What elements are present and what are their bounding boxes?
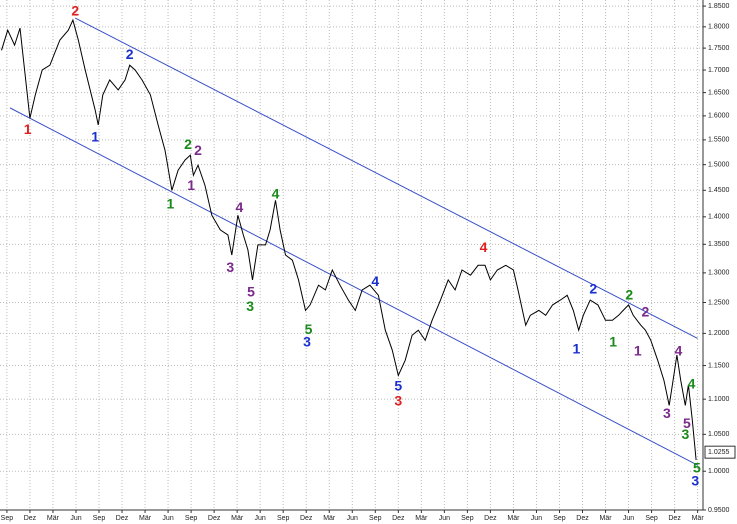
wave-label: 2 — [194, 142, 202, 158]
y-tick-label: 1.4000 — [708, 214, 730, 221]
y-tick-label: 1.5500 — [708, 137, 730, 144]
y-tick-label: 1.7000 — [708, 67, 730, 74]
wave-label: 3 — [246, 298, 254, 314]
wave-label: 4 — [272, 186, 280, 202]
x-tick-label: Dez — [668, 515, 681, 522]
y-tick-label: 1.2000 — [708, 330, 730, 337]
x-tick-label: Jun — [623, 515, 634, 522]
x-tick-label: Dez — [116, 515, 129, 522]
wave-label: 4 — [236, 199, 244, 215]
y-tick-label: 1.0500 — [708, 431, 730, 438]
x-tick-label: Mär — [692, 515, 705, 522]
price-line — [1, 18, 697, 461]
wave-label: 2 — [184, 136, 192, 152]
y-tick-label: 1.6000 — [708, 113, 730, 120]
wave-label: 3 — [681, 426, 689, 442]
wave-label: 1 — [91, 129, 99, 145]
wave-label: 5 — [693, 460, 701, 476]
x-tick-label: Jun — [255, 515, 266, 522]
x-tick-label: Sep — [645, 515, 658, 522]
x-tick-label: Mär — [507, 515, 520, 522]
x-tick-label: Dez — [208, 515, 221, 522]
x-tick-label: Sep — [185, 515, 198, 522]
wave-label: 5 — [683, 415, 691, 431]
last-price-box — [704, 445, 736, 459]
x-tick-label: Jun — [347, 515, 358, 522]
wave-label: 1 — [634, 343, 642, 359]
y-tick-label: 0.9500 — [708, 507, 730, 514]
y-tick-label: 1.7500 — [708, 45, 730, 52]
wave-label: 3 — [691, 473, 699, 489]
wave-label: 3 — [394, 393, 402, 409]
wave-label: 5 — [305, 321, 313, 337]
channel-line — [74, 17, 698, 339]
wave-label: 1 — [166, 196, 174, 212]
x-tick-label: Mär — [600, 515, 613, 522]
x-tick-label: Dez — [576, 515, 589, 522]
y-tick-label: 1.6500 — [708, 89, 730, 96]
x-tick-label: Sep — [369, 515, 382, 522]
wave-label: 3 — [303, 334, 311, 350]
x-tick-label: Sep — [277, 515, 290, 522]
wave-label: 1 — [609, 334, 617, 350]
wave-label: 2 — [71, 3, 79, 19]
x-tick-label: Mär — [231, 515, 244, 522]
x-tick-label: Mär — [47, 515, 60, 522]
x-tick-label: Jun — [70, 515, 81, 522]
y-tick-label: 1.5000 — [708, 162, 730, 169]
y-tick-label: 1.2500 — [708, 299, 730, 306]
wave-label: 1 — [572, 341, 580, 357]
wave-label: 2 — [642, 304, 650, 320]
y-tick-label: 1.1000 — [708, 396, 730, 403]
x-tick-label: Sep — [1, 515, 14, 522]
x-tick-label: Sep — [553, 515, 566, 522]
x-tick-label: Jun — [162, 515, 173, 522]
y-tick-label: 1.4500 — [708, 187, 730, 194]
x-tick-label: Mär — [139, 515, 152, 522]
wave-label: 2 — [589, 281, 597, 297]
x-tick-label: Jun — [439, 515, 450, 522]
y-tick-label: 1.8500 — [708, 3, 730, 10]
wave-label: 2 — [625, 287, 633, 303]
x-tick-label: Jun — [531, 515, 542, 522]
y-tick-label: 1.3000 — [708, 270, 730, 277]
x-tick-label: Dez — [300, 515, 313, 522]
y-tick-label: 1.1500 — [708, 362, 730, 369]
x-tick-label: Dez — [24, 515, 37, 522]
wave-label: 3 — [226, 259, 234, 275]
channel-line — [9, 107, 698, 466]
wave-label: 4 — [675, 343, 683, 359]
last-price-label: 1.0255 — [708, 449, 730, 456]
wave-label: 1 — [24, 121, 32, 137]
wave-label: 5 — [394, 378, 402, 394]
x-tick-label: Dez — [484, 515, 497, 522]
wave-label: 4 — [371, 273, 379, 289]
x-tick-label: Mär — [323, 515, 336, 522]
y-tick-label: 1.3500 — [708, 241, 730, 248]
y-tick-label: 1.8000 — [708, 24, 730, 31]
wave-label: 4 — [480, 239, 488, 255]
wave-label: 3 — [663, 405, 671, 421]
x-tick-label: Mär — [415, 515, 428, 522]
wave-label: 1 — [187, 177, 195, 193]
wave-label: 5 — [247, 284, 255, 300]
x-tick-label: Sep — [93, 515, 106, 522]
wave-label: 4 — [688, 376, 696, 392]
y-tick-label: 1.0000 — [708, 468, 730, 475]
x-tick-label: Dez — [392, 515, 405, 522]
x-tick-label: Sep — [461, 515, 474, 522]
wave-label: 2 — [126, 46, 134, 62]
